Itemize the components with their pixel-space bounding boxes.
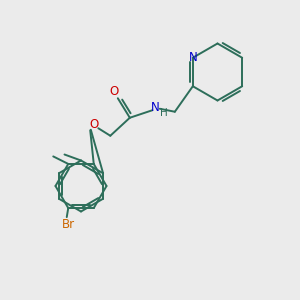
Text: Br: Br — [62, 218, 75, 231]
Text: N: N — [188, 51, 197, 64]
Text: N: N — [151, 101, 160, 114]
Text: O: O — [89, 118, 98, 131]
Text: O: O — [110, 85, 119, 98]
Text: H: H — [160, 108, 168, 118]
